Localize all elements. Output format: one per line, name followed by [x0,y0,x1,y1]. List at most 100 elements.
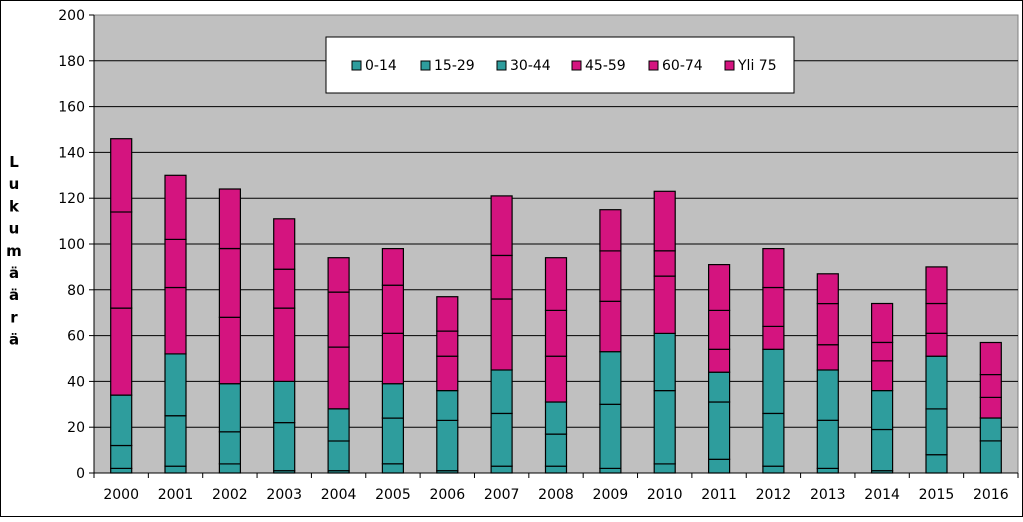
bar-segment [544,433,568,467]
y-axis: 0 20 40 60 80 100 120 140 160 180 200 [58,8,95,482]
bars-group [110,138,1002,474]
y-tick-label: 180 [58,54,85,70]
bar-segment [544,355,568,403]
bar-segment [273,218,296,270]
y-tick-label: 40 [67,374,85,390]
bar-segment [490,412,513,467]
bar-segment [164,415,187,467]
bar-segment [870,390,894,431]
legend-label: Yli 75 [737,58,777,74]
bar-segment [273,268,296,309]
bar-segment [925,408,948,456]
bar-segment [870,341,894,362]
legend-swatch [420,60,431,71]
legend-label: 0-14 [365,58,397,74]
x-tick-label: 2011 [701,487,737,503]
x-tick-label: 2006 [429,487,465,503]
bar-segment [490,369,513,414]
bar-segment [762,412,785,467]
bar-segment [979,396,1002,419]
bar-segment [110,394,133,447]
bar-segment [653,390,676,465]
bar-segment [599,351,622,405]
bar-segment [327,291,350,348]
y-axis-label-letter: u [9,220,20,238]
x-axis: 2000 2001 2002 2003 2004 2005 2006 2007 2008 2009… [93,472,1019,503]
y-tick-label: 100 [58,237,85,253]
bar-segment [110,138,133,213]
bar-segment [436,355,459,392]
bar-segment [925,302,948,334]
bar-segment [979,417,1002,442]
x-tick-label: 2003 [266,487,302,503]
bar-segment [327,408,350,442]
bar-segment [762,348,785,414]
bar-segment [327,257,350,293]
bar-segment [436,330,459,357]
legend-label: 30-44 [510,58,551,74]
y-axis-label-letter: k [9,197,20,215]
bar-segment [436,390,459,422]
bar-segment [707,458,731,474]
bar-segment [544,465,568,474]
bar-segment [381,463,404,474]
bar-segment [707,309,731,350]
bar-segment [164,174,187,241]
bar-segment [762,286,785,328]
y-tick-label: 60 [67,329,85,345]
bar-segment [979,440,1002,474]
bar-segment [164,238,187,289]
y-tick-label: 0 [76,466,85,482]
y-axis-label-letter: ä [9,264,19,282]
bar-segment [436,296,459,332]
bar-segment [707,348,731,373]
bar-segment [816,273,839,305]
bar-segment [599,403,622,469]
bar-segment [544,309,568,357]
y-axis-label-letter: ä [9,286,19,304]
bar-segment [110,444,133,469]
x-tick-label: 2007 [484,487,520,503]
bar-segment [599,250,622,302]
x-tick-label: 2015 [919,487,955,503]
x-tick-label: 2014 [864,487,900,503]
bar-segment [110,307,133,396]
legend-swatch [648,60,659,71]
bar-segment [381,248,404,286]
x-tick-label: 2000 [103,487,139,503]
bar-segment [707,401,731,460]
bar-segment [273,307,296,383]
bar-segment [870,360,894,392]
bar-segment [436,419,459,472]
bar-segment [816,369,839,421]
legend-swatch [496,60,507,71]
bar-segment [218,463,241,474]
x-tick-label: 2013 [810,487,846,503]
bar-segment [490,465,513,474]
bar-segment [707,264,731,312]
y-tick-label: 140 [58,145,85,161]
x-tick-label: 2005 [375,487,411,503]
legend: 0-14 15-29 30-44 45-59 60-74 Yli 75 [325,36,795,94]
bar-segment [218,316,241,385]
x-tick-label: 2016 [973,487,1009,503]
bar-segment [381,284,404,334]
bar-segment [870,428,894,472]
legend-label: 45-59 [585,58,626,74]
bar-segment [653,463,676,474]
y-axis-label-letter: m [6,242,22,260]
bar-segment [762,325,785,350]
x-tick-label: 2009 [593,487,629,503]
x-tick-label: 2002 [212,487,248,503]
y-axis-label-letter: u [9,175,20,193]
bar-segment [979,373,1002,398]
bar-segment [381,417,404,465]
bar-segment [707,371,731,403]
bar-segment [110,467,133,474]
bar-segment [544,257,568,312]
x-tick-label: 2012 [756,487,792,503]
bar-segment [816,302,839,346]
